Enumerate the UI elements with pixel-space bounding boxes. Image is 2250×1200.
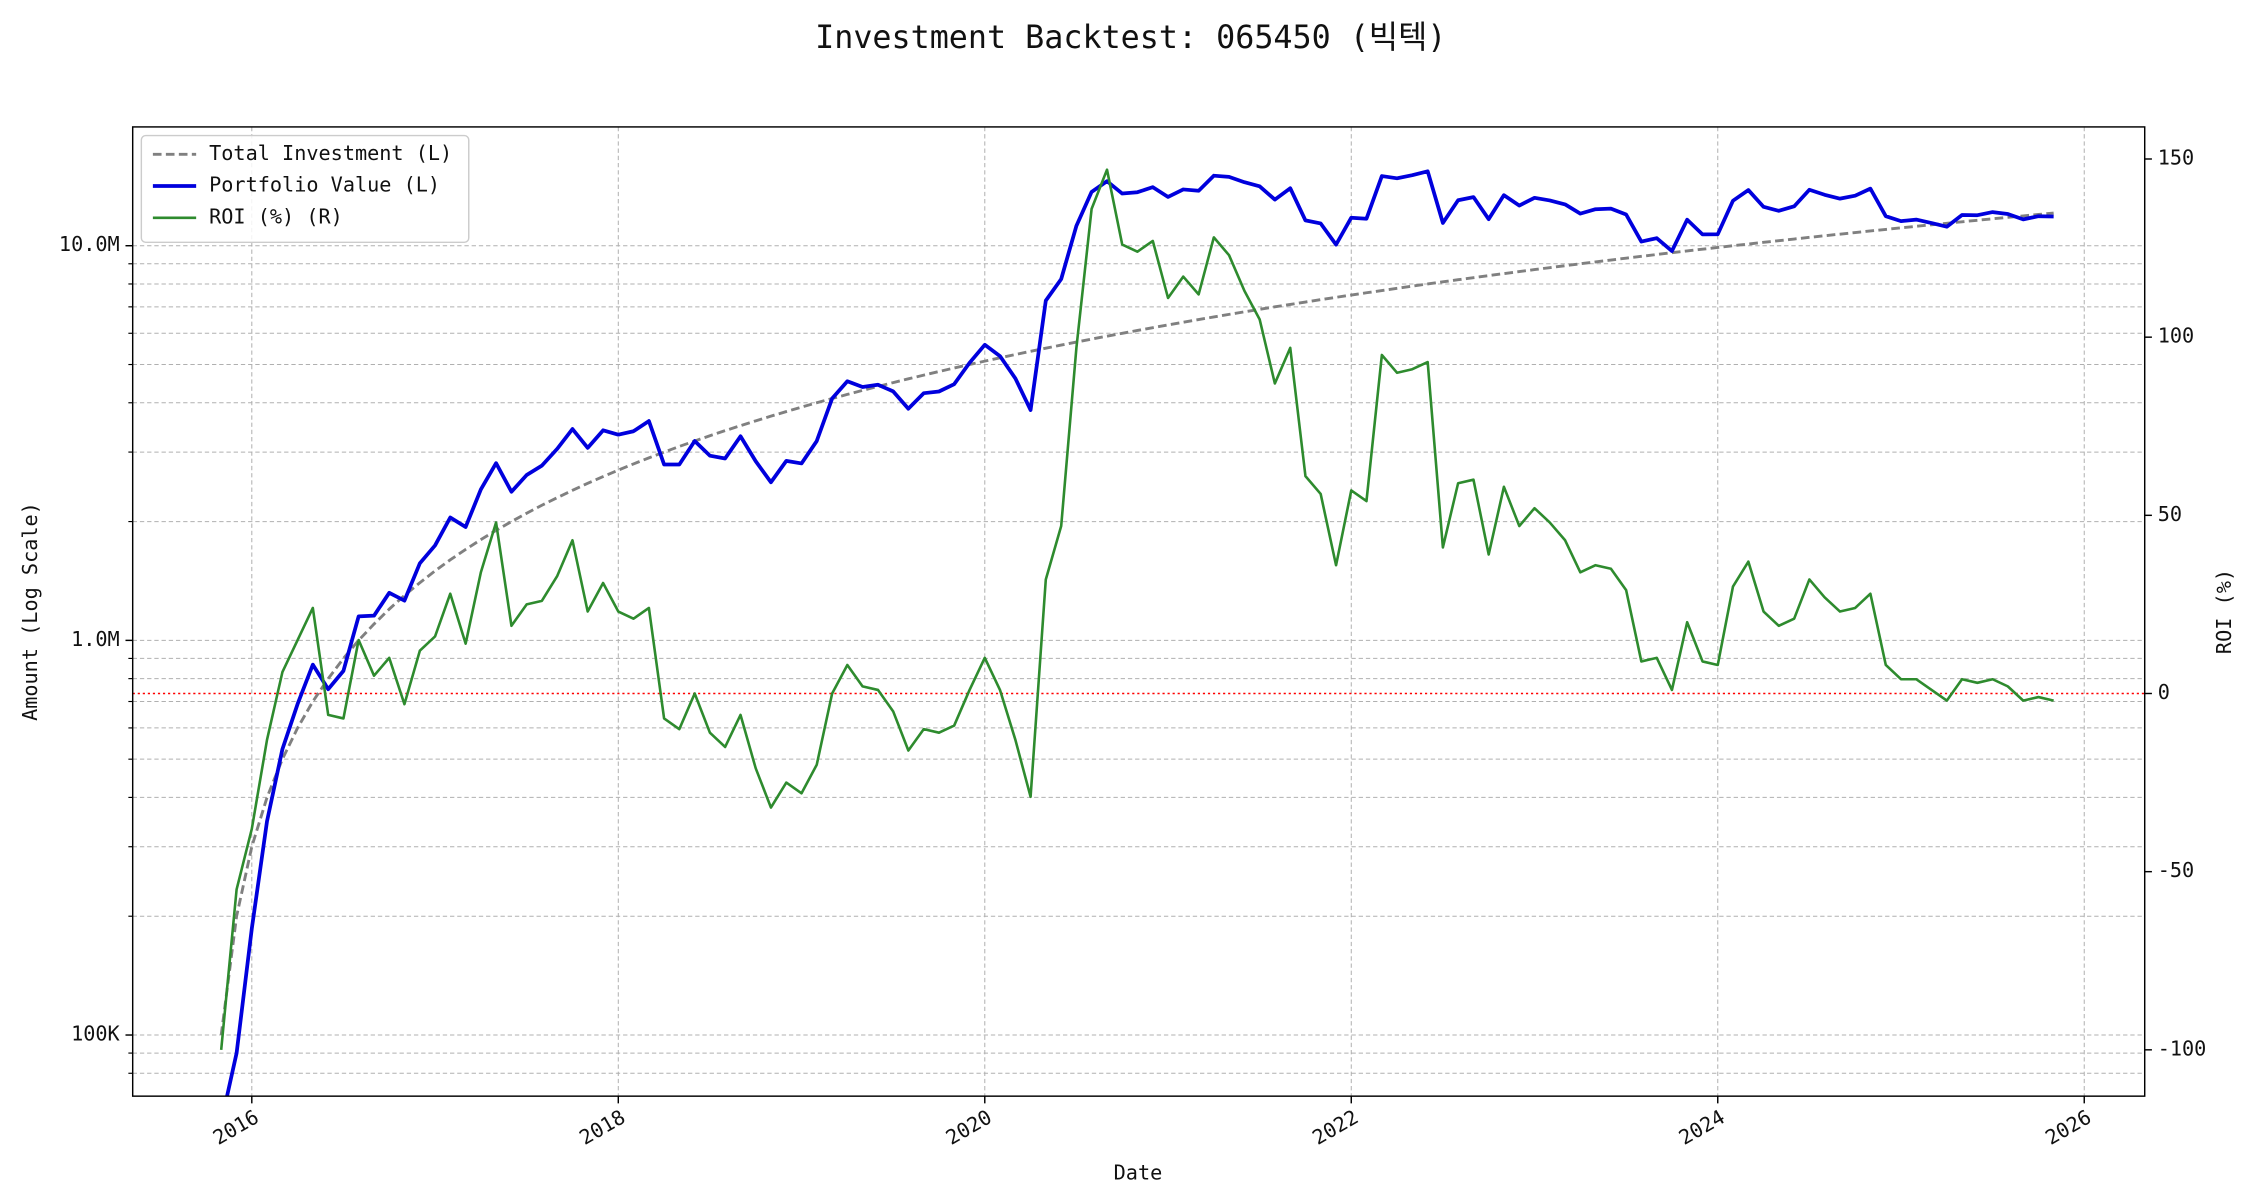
x-tick-label: 2022 <box>1308 1105 1362 1150</box>
chart-title: Investment Backtest: 065450 (빅텍) <box>815 20 1446 56</box>
y2-axis-label: ROI (%) <box>2212 569 2236 654</box>
legend-label: Total Investment (L) <box>209 141 452 165</box>
y2-tick-label: 50 <box>2158 502 2182 526</box>
x-tick-label: 2024 <box>1675 1105 1729 1150</box>
y2-tick-label: 150 <box>2158 145 2194 169</box>
legend-label: Portfolio Value (L) <box>209 173 440 197</box>
y-axis-label: Amount (Log Scale) <box>18 502 42 721</box>
plot-area <box>219 168 2054 1097</box>
x-tick-label: 2018 <box>575 1105 629 1150</box>
plot-frame <box>131 126 2146 1097</box>
x-tick-label: 2016 <box>209 1105 263 1150</box>
x-axis-label: Date <box>1114 1161 1163 1185</box>
x-tick-label: 2020 <box>942 1105 996 1150</box>
y-tick-label: 10.0M <box>59 232 120 256</box>
x-tick-label: 2026 <box>2041 1105 2095 1150</box>
y-tick-label: 100K <box>71 1022 120 1046</box>
y-tick-label: 1.0M <box>71 627 120 651</box>
y2-tick-label: 100 <box>2158 324 2194 348</box>
y2-tick-label: -100 <box>2158 1036 2207 1060</box>
y2-tick-label: 0 <box>2158 680 2170 704</box>
series-line <box>219 211 2054 1036</box>
series-line <box>219 168 2054 1050</box>
legend-box <box>140 134 470 244</box>
series-line <box>225 169 2054 1097</box>
legend-label: ROI (%) (R) <box>209 204 343 228</box>
y2-tick-label: -50 <box>2158 858 2194 882</box>
